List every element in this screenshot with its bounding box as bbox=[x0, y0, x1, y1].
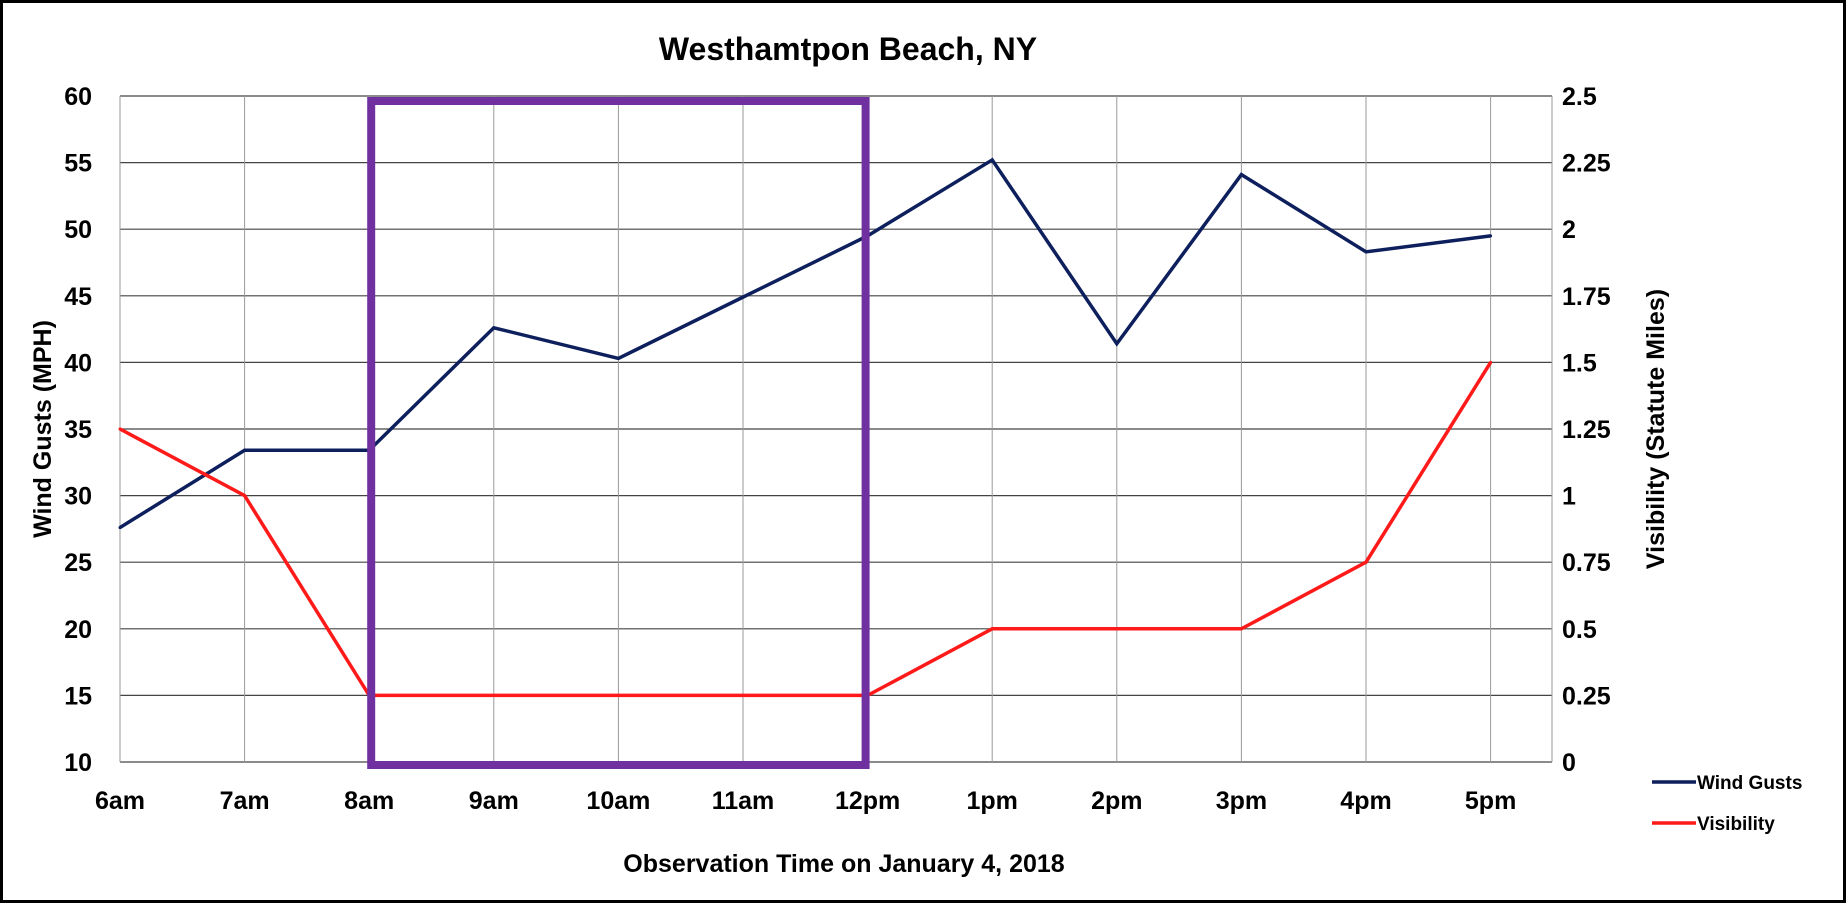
visibility-point bbox=[741, 693, 745, 697]
x-tick-label: 3pm bbox=[1216, 787, 1267, 815]
x-tick-label: 9am bbox=[469, 787, 519, 815]
right-tick-label: 0.75 bbox=[1562, 549, 1611, 577]
x-tick-label: 6am bbox=[95, 787, 145, 815]
x-tick-label: 4pm bbox=[1340, 787, 1391, 815]
right-tick-label: 1.5 bbox=[1562, 349, 1597, 377]
visibility-line bbox=[119, 361, 1493, 698]
x-axis-label: Observation Time on January 4, 2018 bbox=[623, 850, 1064, 878]
visibility-point bbox=[243, 494, 247, 498]
left-tick-label: 55 bbox=[64, 150, 92, 178]
x-axis-ticks: 6am 7am 8am 9am 10am 11am 12pm 1pm 2pm 3pm 4pm 5pm bbox=[95, 787, 1516, 815]
visibility-legend-label: Visibility bbox=[1697, 814, 1775, 835]
visibility-point bbox=[1489, 360, 1493, 364]
x-tick-label: 8am bbox=[344, 787, 394, 815]
wind-gusts-point bbox=[741, 295, 745, 299]
right-tick-label: 1.75 bbox=[1562, 283, 1611, 311]
right-axis-ticks: 0 0.25 0.5 0.75 1 1.25 1.5 1.75 2 2.25 2.5 bbox=[1562, 83, 1611, 777]
left-tick-label: 15 bbox=[64, 682, 92, 710]
x-tick-label: 11am bbox=[712, 787, 775, 815]
right-tick-label: 0 bbox=[1562, 749, 1576, 777]
left-tick-label: 20 bbox=[64, 616, 92, 644]
left-tick-label: 25 bbox=[64, 549, 92, 577]
wind-gusts-point bbox=[616, 356, 620, 360]
wind-gusts-point bbox=[1115, 342, 1119, 346]
right-tick-label: 0.5 bbox=[1562, 616, 1597, 644]
gridlines bbox=[119, 95, 1553, 763]
visibility-point bbox=[616, 693, 620, 697]
x-tick-label: 2pm bbox=[1091, 787, 1142, 815]
x-tick-label: 10am bbox=[586, 787, 650, 815]
left-tick-label: 50 bbox=[64, 216, 92, 244]
right-tick-label: 2.25 bbox=[1562, 150, 1611, 178]
right-tick-label: 1 bbox=[1562, 483, 1576, 511]
right-tick-label: 0.25 bbox=[1562, 682, 1611, 710]
legend: Wind Gusts Visibility bbox=[1652, 773, 1802, 835]
left-tick-label: 45 bbox=[64, 283, 92, 311]
wind-gusts-line bbox=[119, 157, 1491, 530]
x-tick-label: 12pm bbox=[835, 787, 900, 815]
left-tick-label: 10 bbox=[64, 749, 92, 777]
left-axis-ticks: 10 15 20 25 30 35 40 45 50 55 60 bbox=[64, 83, 92, 777]
wind-gusts-point bbox=[990, 158, 994, 162]
visibility-point bbox=[1364, 560, 1368, 564]
visibility-point bbox=[990, 627, 994, 631]
x-tick-label: 7am bbox=[220, 787, 270, 815]
visibility-point bbox=[1115, 627, 1119, 631]
x-tick-label: 1pm bbox=[966, 787, 1017, 815]
visibility-point bbox=[1239, 627, 1243, 631]
right-tick-label: 2.5 bbox=[1562, 83, 1597, 111]
left-tick-label: 40 bbox=[64, 349, 92, 377]
wind-gusts-point bbox=[118, 526, 122, 530]
highlight-box bbox=[367, 97, 870, 769]
left-axis-label: Wind Gusts (MPH) bbox=[29, 320, 57, 538]
wind-gusts-legend-label: Wind Gusts bbox=[1697, 773, 1802, 794]
right-tick-label: 2 bbox=[1562, 216, 1576, 244]
wind-gusts-point bbox=[1489, 234, 1493, 238]
wind-gusts-point bbox=[243, 448, 247, 452]
highlight-box-group bbox=[367, 97, 870, 769]
right-axis-label: Visibility (Statute Miles) bbox=[1642, 289, 1670, 569]
x-tick-label: 5pm bbox=[1465, 787, 1516, 815]
left-tick-label: 60 bbox=[64, 83, 92, 111]
left-tick-label: 35 bbox=[64, 416, 92, 444]
series-lines bbox=[118, 157, 1493, 698]
wind-gusts-point bbox=[1239, 173, 1243, 177]
chart-title: Westhamtpon Beach, NY bbox=[659, 31, 1037, 67]
wind-gusts-point bbox=[492, 326, 496, 330]
visibility-point bbox=[492, 693, 496, 697]
visibility-point bbox=[118, 427, 122, 431]
wind-gusts-point bbox=[1364, 250, 1368, 254]
right-tick-label: 1.25 bbox=[1562, 416, 1611, 444]
left-tick-label: 30 bbox=[64, 483, 92, 511]
